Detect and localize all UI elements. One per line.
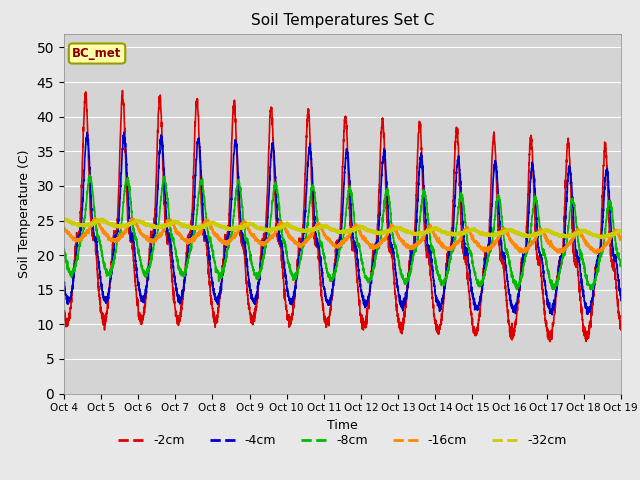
-32cm	[397, 224, 404, 230]
-4cm	[564, 171, 572, 177]
-4cm	[406, 258, 414, 264]
-4cm	[180, 288, 188, 294]
-32cm	[216, 223, 223, 229]
Legend: -2cm, -4cm, -8cm, -16cm, -32cm: -2cm, -4cm, -8cm, -16cm, -32cm	[113, 429, 572, 452]
-2cm	[397, 325, 404, 331]
-32cm	[60, 216, 68, 222]
-8cm	[86, 172, 93, 178]
X-axis label: Time: Time	[327, 419, 358, 432]
-2cm	[216, 296, 223, 301]
-32cm	[617, 228, 625, 233]
Line: -2cm: -2cm	[64, 91, 621, 342]
-16cm	[180, 237, 188, 242]
Line: -16cm: -16cm	[64, 218, 621, 253]
-4cm	[397, 301, 404, 307]
-8cm	[513, 287, 521, 293]
Line: -32cm: -32cm	[64, 219, 621, 238]
-8cm	[617, 261, 625, 266]
-32cm	[617, 229, 625, 235]
-16cm	[216, 238, 223, 243]
-16cm	[60, 225, 68, 231]
-32cm	[60, 216, 68, 222]
-16cm	[593, 251, 600, 256]
-2cm	[60, 308, 68, 313]
-16cm	[617, 237, 625, 242]
-4cm	[548, 312, 556, 318]
-8cm	[60, 246, 68, 252]
-4cm	[617, 290, 625, 296]
-16cm	[564, 240, 572, 245]
-8cm	[397, 266, 404, 272]
-8cm	[216, 272, 223, 277]
-4cm	[83, 130, 91, 135]
-2cm	[546, 339, 554, 345]
-2cm	[180, 287, 188, 292]
Line: -4cm: -4cm	[64, 132, 621, 315]
Y-axis label: Soil Temperature (C): Soil Temperature (C)	[18, 149, 31, 278]
-4cm	[216, 292, 223, 298]
-8cm	[406, 271, 414, 276]
-8cm	[617, 262, 625, 267]
-8cm	[180, 273, 188, 278]
-4cm	[617, 298, 625, 303]
-32cm	[406, 230, 414, 236]
-16cm	[617, 236, 625, 242]
Text: BC_met: BC_met	[72, 47, 122, 60]
-32cm	[180, 223, 188, 229]
-4cm	[60, 283, 68, 288]
-2cm	[564, 135, 572, 141]
-32cm	[564, 233, 572, 239]
-2cm	[617, 327, 625, 333]
-2cm	[406, 249, 414, 254]
Line: -8cm: -8cm	[64, 175, 621, 290]
Title: Soil Temperatures Set C: Soil Temperatures Set C	[251, 13, 434, 28]
-2cm	[617, 324, 625, 330]
-16cm	[406, 246, 414, 252]
-2cm	[118, 88, 126, 94]
-16cm	[397, 238, 404, 244]
-16cm	[92, 216, 99, 221]
-32cm	[601, 235, 609, 241]
-8cm	[564, 223, 572, 228]
